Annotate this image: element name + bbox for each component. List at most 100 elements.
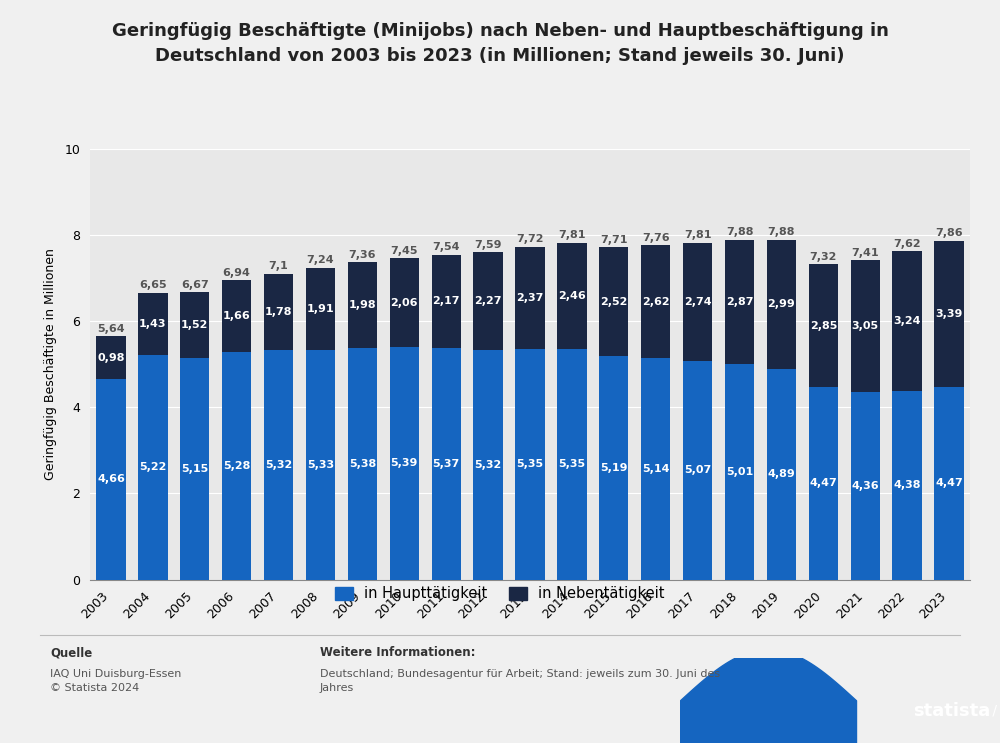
Bar	[138, 354, 168, 580]
Text: 7,32: 7,32	[810, 252, 837, 262]
Text: 4,47: 4,47	[935, 478, 963, 488]
Text: 7,41: 7,41	[851, 247, 879, 258]
Bar	[809, 264, 838, 387]
Bar	[515, 349, 545, 580]
Text: 6,94: 6,94	[223, 268, 251, 278]
Text: Deutschland; Bundesagentur für Arbeit; Stand: jeweils zum 30. Juni des
Jahres: Deutschland; Bundesagentur für Arbeit; S…	[320, 669, 720, 692]
Bar	[767, 369, 796, 580]
Text: 6,65: 6,65	[139, 280, 167, 291]
Text: 5,22: 5,22	[139, 462, 167, 472]
Text: 7,36: 7,36	[349, 250, 376, 260]
Bar	[222, 352, 251, 580]
Text: 7,59: 7,59	[474, 240, 502, 250]
Bar	[767, 240, 796, 369]
Bar	[934, 387, 964, 580]
Bar	[96, 379, 126, 580]
Bar	[264, 273, 293, 350]
Bar	[390, 259, 419, 347]
Text: Quelle: Quelle	[50, 646, 92, 659]
Text: 7,81: 7,81	[558, 230, 586, 241]
Bar	[641, 245, 670, 358]
Text: 1,91: 1,91	[307, 304, 334, 314]
Bar	[599, 247, 628, 356]
Text: 2,27: 2,27	[474, 296, 502, 306]
Text: 5,28: 5,28	[223, 461, 250, 471]
Text: Weitere Informationen:: Weitere Informationen:	[320, 646, 476, 659]
Text: 7,86: 7,86	[935, 228, 963, 239]
Text: 1,43: 1,43	[139, 319, 167, 328]
Text: 1,98: 1,98	[349, 300, 376, 310]
Y-axis label: Geringfügig Beschäftigte in Millionen: Geringfügig Beschäftigte in Millionen	[44, 248, 57, 480]
Text: 0,98: 0,98	[97, 353, 125, 363]
Text: 5,15: 5,15	[181, 464, 208, 473]
Text: 4,66: 4,66	[97, 474, 125, 484]
Bar	[222, 280, 251, 352]
Text: 5,37: 5,37	[433, 459, 460, 469]
Text: 5,19: 5,19	[600, 463, 628, 473]
Text: 2,46: 2,46	[558, 291, 586, 301]
Text: 5,33: 5,33	[307, 460, 334, 470]
Text: 2,06: 2,06	[391, 298, 418, 308]
Legend: in Haupttätigkeit, in Nebentätigkeit: in Haupttätigkeit, in Nebentätigkeit	[331, 582, 669, 606]
Text: 3,05: 3,05	[852, 321, 879, 331]
Bar	[306, 267, 335, 350]
Bar	[725, 240, 754, 363]
Text: 4,36: 4,36	[851, 481, 879, 490]
Text: 7,76: 7,76	[642, 233, 670, 242]
Text: 7,62: 7,62	[893, 239, 921, 249]
Bar	[934, 241, 964, 387]
Text: 2,85: 2,85	[810, 320, 837, 331]
Text: 1,52: 1,52	[181, 319, 208, 330]
Bar	[557, 349, 587, 580]
Text: 7,88: 7,88	[726, 227, 753, 237]
Bar	[851, 392, 880, 580]
Text: 3,39: 3,39	[935, 309, 963, 319]
Text: 5,35: 5,35	[558, 459, 585, 470]
Bar	[348, 262, 377, 348]
Bar	[683, 243, 712, 361]
Text: 1,66: 1,66	[223, 311, 251, 321]
Text: 7,88: 7,88	[768, 227, 795, 237]
Text: 1,78: 1,78	[265, 307, 292, 317]
Text: 4,47: 4,47	[809, 478, 837, 488]
Bar	[138, 293, 168, 354]
Text: 2,17: 2,17	[432, 296, 460, 306]
Bar	[306, 350, 335, 580]
Text: 2,52: 2,52	[600, 296, 627, 307]
Bar	[180, 292, 209, 357]
Text: 2,99: 2,99	[768, 299, 795, 309]
Text: 7,24: 7,24	[307, 255, 334, 265]
Bar	[809, 387, 838, 580]
Text: statista: statista	[913, 701, 990, 719]
Text: 5,01: 5,01	[726, 467, 753, 476]
Text: 5,32: 5,32	[474, 460, 502, 470]
Text: 4,38: 4,38	[893, 480, 921, 490]
Text: 5,14: 5,14	[642, 464, 669, 474]
Bar	[683, 361, 712, 580]
Text: 7,72: 7,72	[516, 234, 544, 244]
Bar	[348, 348, 377, 580]
Text: 2,62: 2,62	[642, 296, 670, 307]
Bar	[892, 251, 922, 391]
Bar	[473, 253, 503, 350]
Bar	[180, 357, 209, 580]
Bar	[432, 255, 461, 348]
Text: 7,71: 7,71	[600, 235, 628, 244]
Bar	[557, 243, 587, 349]
Bar	[641, 358, 670, 580]
Text: 3,24: 3,24	[893, 316, 921, 326]
Text: 2,87: 2,87	[726, 296, 753, 307]
Bar	[892, 391, 922, 580]
Bar	[390, 347, 419, 580]
Text: 2,74: 2,74	[684, 297, 711, 307]
Text: /: /	[988, 704, 997, 718]
Bar	[264, 350, 293, 580]
Text: 4,89: 4,89	[768, 469, 795, 479]
Text: 5,35: 5,35	[516, 459, 544, 470]
Bar	[432, 348, 461, 580]
Text: IAQ Uni Duisburg-Essen
© Statista 2024: IAQ Uni Duisburg-Essen © Statista 2024	[50, 669, 181, 692]
Text: 7,54: 7,54	[432, 242, 460, 252]
Text: 5,39: 5,39	[391, 458, 418, 468]
Text: 5,38: 5,38	[349, 458, 376, 469]
Text: 7,81: 7,81	[684, 230, 711, 241]
